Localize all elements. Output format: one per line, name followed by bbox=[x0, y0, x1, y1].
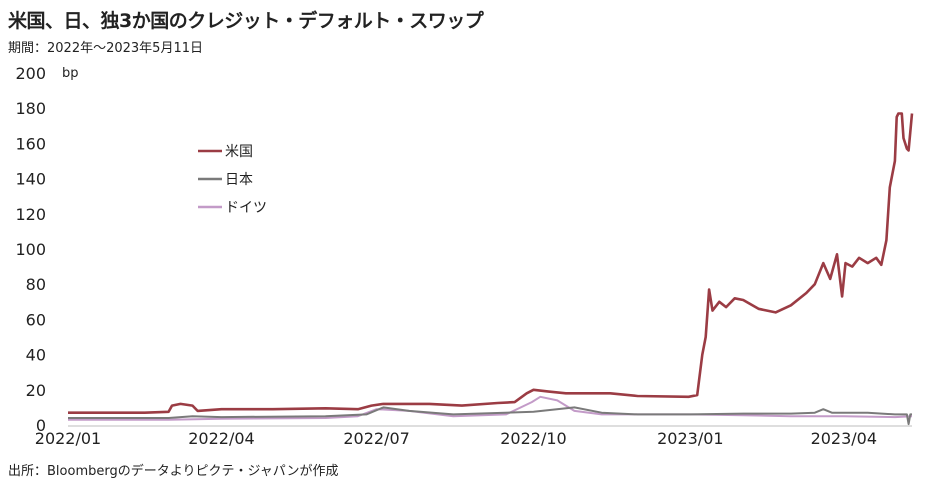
y-tick-label: 160 bbox=[15, 134, 46, 153]
x-tick-label: 2023/01 bbox=[657, 429, 723, 448]
y-tick-label: 140 bbox=[15, 170, 46, 189]
y-tick-label: 120 bbox=[15, 205, 46, 224]
x-tick-label: 2023/04 bbox=[811, 429, 877, 448]
x-tick-label: 2022/10 bbox=[500, 429, 566, 448]
legend-label: ドイツ bbox=[225, 200, 267, 216]
y-tick-label: 80 bbox=[26, 275, 46, 294]
y-tick-label: 60 bbox=[26, 310, 46, 329]
series-line-2 bbox=[68, 395, 913, 421]
y-tick-label: 200 bbox=[15, 64, 46, 83]
x-axis-ticks: 2022/01 2022/04 2022/07 2022/10 2023/01 2023/… bbox=[35, 429, 877, 448]
legend-label: 日本 bbox=[225, 172, 253, 188]
y-tick-label: 20 bbox=[26, 381, 46, 400]
x-tick-label: 2022/07 bbox=[343, 429, 409, 448]
series-lines bbox=[68, 112, 914, 426]
x-tick-label: 2022/01 bbox=[35, 429, 101, 448]
chart-source: 出所：Bloombergのデータよりピクテ・ジャパンが作成 bbox=[8, 464, 339, 479]
y-axis-ticks: 0 20 40 60 80 100 120 140 160 180 200 bbox=[15, 64, 46, 435]
x-tick-label: 2022/04 bbox=[188, 429, 254, 448]
y-tick-label: 100 bbox=[15, 240, 46, 259]
y-tick-label: 180 bbox=[15, 99, 46, 118]
y-axis-unit: bp bbox=[62, 66, 79, 81]
y-tick-label: 40 bbox=[26, 346, 46, 365]
series-line-0 bbox=[68, 112, 914, 414]
legend-label: 米国 bbox=[225, 144, 253, 160]
series-line-1 bbox=[68, 406, 912, 426]
y-tick-label: 0 bbox=[36, 416, 46, 435]
chart-subtitle: 期間：2022年～2023年5月11日 bbox=[8, 41, 203, 56]
chart-title: 米国、日、独3か国のクレジット・デフォルト・スワップ bbox=[8, 10, 484, 32]
